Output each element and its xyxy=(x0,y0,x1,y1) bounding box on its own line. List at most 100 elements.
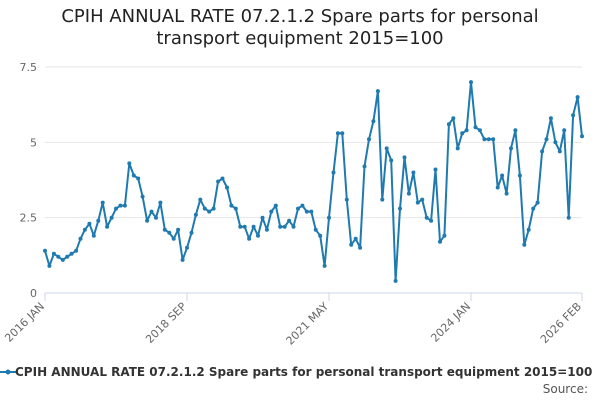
data-point xyxy=(393,278,398,283)
series-layer xyxy=(43,80,584,283)
data-point xyxy=(91,233,96,238)
data-point xyxy=(464,128,469,133)
data-point xyxy=(335,131,340,136)
chart-title-line-2: transport equipment 2015=100 xyxy=(156,28,444,49)
data-point xyxy=(278,224,283,229)
data-point xyxy=(69,251,74,256)
data-point xyxy=(225,185,229,190)
y-tick-label: 5 xyxy=(30,136,37,149)
data-point xyxy=(353,236,358,241)
data-point xyxy=(47,263,52,268)
data-point xyxy=(420,197,425,202)
data-point xyxy=(540,149,545,154)
data-point xyxy=(180,257,185,262)
data-point xyxy=(553,140,558,145)
data-point xyxy=(87,221,92,226)
data-point xyxy=(340,131,345,136)
data-point xyxy=(562,128,567,133)
data-point xyxy=(238,224,243,229)
data-point xyxy=(575,95,580,100)
data-point xyxy=(300,203,305,208)
data-point xyxy=(233,206,238,211)
data-point xyxy=(415,200,420,205)
data-point xyxy=(522,242,527,247)
data-point xyxy=(193,212,198,217)
data-point xyxy=(118,203,123,208)
x-tick-label: 2018 SEP xyxy=(143,300,189,346)
data-point xyxy=(571,113,576,118)
data-point xyxy=(451,116,456,121)
data-point xyxy=(127,161,132,166)
y-tick-label: 7.5 xyxy=(20,61,38,74)
chart-title-line-1: CPIH ANNUAL RATE 07.2.1.2 Spare parts fo… xyxy=(61,6,539,27)
data-point xyxy=(60,257,65,262)
y-tick-label: 0 xyxy=(30,287,37,300)
data-point xyxy=(344,197,349,202)
data-point xyxy=(247,236,252,241)
data-point xyxy=(460,131,465,136)
data-point xyxy=(51,251,56,256)
data-point xyxy=(220,176,225,181)
data-point xyxy=(482,137,487,142)
series-line xyxy=(44,81,583,282)
data-point xyxy=(167,230,172,235)
data-point xyxy=(495,185,500,190)
data-point xyxy=(287,218,292,223)
legend-series-marker xyxy=(0,369,16,375)
data-point xyxy=(362,164,367,169)
data-point xyxy=(504,191,509,196)
data-point xyxy=(455,146,460,151)
data-point xyxy=(171,236,176,241)
data-point xyxy=(131,173,136,178)
data-point xyxy=(65,254,70,259)
data-point xyxy=(580,134,584,139)
data-point xyxy=(384,146,389,151)
data-point xyxy=(229,203,234,208)
x-tick-label: 2021 MAY xyxy=(284,300,332,348)
data-point xyxy=(43,248,47,253)
data-point xyxy=(189,230,194,235)
data-point xyxy=(242,224,247,229)
data-point xyxy=(349,242,354,247)
data-point xyxy=(375,89,380,94)
data-point xyxy=(327,215,331,220)
data-point xyxy=(517,173,522,178)
data-point xyxy=(185,245,189,250)
legend[interactable]: CPIH ANNUAL RATE 07.2.1.2 Spare parts fo… xyxy=(0,364,600,382)
data-point xyxy=(500,173,505,178)
data-point xyxy=(158,200,163,205)
data-point xyxy=(429,218,434,223)
data-point xyxy=(176,227,181,232)
data-point xyxy=(162,227,167,232)
data-point xyxy=(136,176,141,181)
data-point xyxy=(313,227,318,232)
y-tick-label: 2.5 xyxy=(20,212,38,225)
x-tick-label: 2016 JAN xyxy=(2,300,47,345)
data-point xyxy=(424,215,429,220)
data-point xyxy=(557,149,562,154)
data-point xyxy=(154,215,158,220)
data-point xyxy=(309,209,314,214)
data-point xyxy=(331,170,336,175)
data-point xyxy=(509,146,513,151)
data-point xyxy=(207,209,212,214)
x-tick-label: 2026 FEB xyxy=(538,300,584,346)
data-point xyxy=(486,137,491,142)
data-point xyxy=(273,203,278,208)
data-point xyxy=(438,239,442,244)
data-point xyxy=(531,206,536,211)
line-chart: 0 2.5 5 7.5 2016 JAN 2018 SEP 2021 MAY 2024 JAN… xyxy=(2,61,584,348)
legend-series-label: CPIH ANNUAL RATE 07.2.1.2 Spare parts fo… xyxy=(15,365,593,379)
data-point xyxy=(149,209,154,214)
data-point xyxy=(145,218,150,223)
axes: 0 2.5 5 7.5 2016 JAN 2018 SEP 2021 MAY 2024 JAN… xyxy=(2,61,584,348)
data-point xyxy=(256,233,260,238)
x-tick-label: 2024 JAN xyxy=(428,300,473,345)
data-point xyxy=(78,236,83,241)
data-point xyxy=(491,137,496,142)
data-point xyxy=(380,197,385,202)
data-point xyxy=(477,128,482,133)
chart-title: CPIH ANNUAL RATE 07.2.1.2 Spare parts fo… xyxy=(0,6,600,50)
data-point xyxy=(82,227,87,232)
data-point xyxy=(296,206,300,211)
